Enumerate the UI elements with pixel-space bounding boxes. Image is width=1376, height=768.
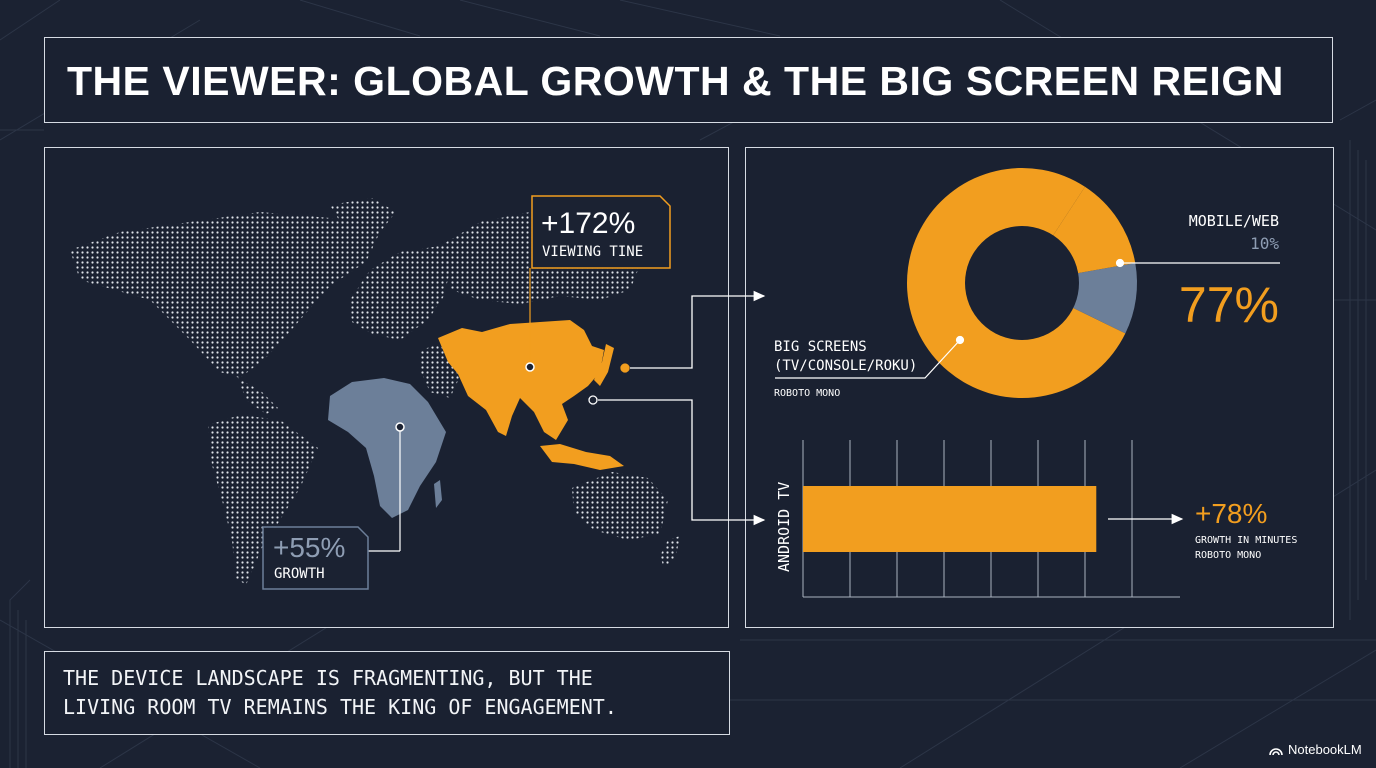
- bar-android-tv: [803, 486, 1097, 552]
- africa-callout: [262, 422, 405, 590]
- mobile-web-value: 10%: [1250, 234, 1279, 253]
- notebooklm-logo-icon: [1269, 747, 1283, 755]
- africa-highlight: [328, 378, 446, 518]
- big-screens-sublabel: (TV/CONSOLE/ROKU): [774, 358, 917, 374]
- south-america-shape: [208, 415, 318, 585]
- new-zealand-shape: [660, 536, 680, 568]
- madagascar-highlight: [434, 480, 442, 508]
- asia-callout-label: VIEWING TINE: [542, 244, 643, 260]
- asia-callout-value: +172%: [541, 207, 635, 240]
- africa-callout-value: +55%: [273, 532, 345, 563]
- page-title: THE VIEWER: GLOBAL GROWTH & THE BIG SCRE…: [67, 58, 1284, 104]
- caption-line-2: LIVING ROOM TV REMAINS THE KING OF ENGAG…: [63, 695, 617, 719]
- big-screens-note: ROBOTO MONO: [774, 388, 840, 399]
- device-donut-chart: [906, 167, 1137, 399]
- caption-line-1: THE DEVICE LANDSCAPE IS FRAGMENTING, BUT…: [63, 666, 593, 690]
- bar-desc: GROWTH IN MINUTES: [1195, 535, 1297, 546]
- australia-shape: [572, 472, 668, 540]
- north-america-shape: [70, 212, 380, 378]
- africa-callout-label: GROWTH: [274, 566, 325, 582]
- brand-mark: NotebookLM: [1268, 742, 1362, 757]
- brand-label: NotebookLM: [1288, 742, 1362, 757]
- greenland-shape: [330, 198, 396, 232]
- japan-highlight: [594, 344, 614, 386]
- europe-shape: [350, 246, 452, 340]
- central-america-shape: [238, 378, 278, 414]
- big-screens-value: 77%: [1179, 277, 1279, 333]
- bar-value-text: +78%: [1195, 498, 1267, 529]
- asia-callout: [525, 195, 671, 372]
- big-screens-label: BIG SCREENS: [774, 339, 867, 355]
- connector-lines: [588, 290, 766, 526]
- bar-note: ROBOTO MONO: [1195, 550, 1261, 561]
- mobile-web-label: MOBILE/WEB: [1189, 212, 1279, 230]
- asia-highlight: [438, 320, 604, 440]
- donut-leaders: [775, 258, 1280, 379]
- bar-axis-label: ANDROID TV: [775, 482, 793, 572]
- southeast-asia-highlight: [540, 444, 624, 470]
- world-map: [70, 198, 680, 585]
- title-box: THE VIEWER: GLOBAL GROWTH & THE BIG SCRE…: [44, 37, 1333, 123]
- caption-box: THE DEVICE LANDSCAPE IS FRAGMENTING, BUT…: [44, 651, 730, 735]
